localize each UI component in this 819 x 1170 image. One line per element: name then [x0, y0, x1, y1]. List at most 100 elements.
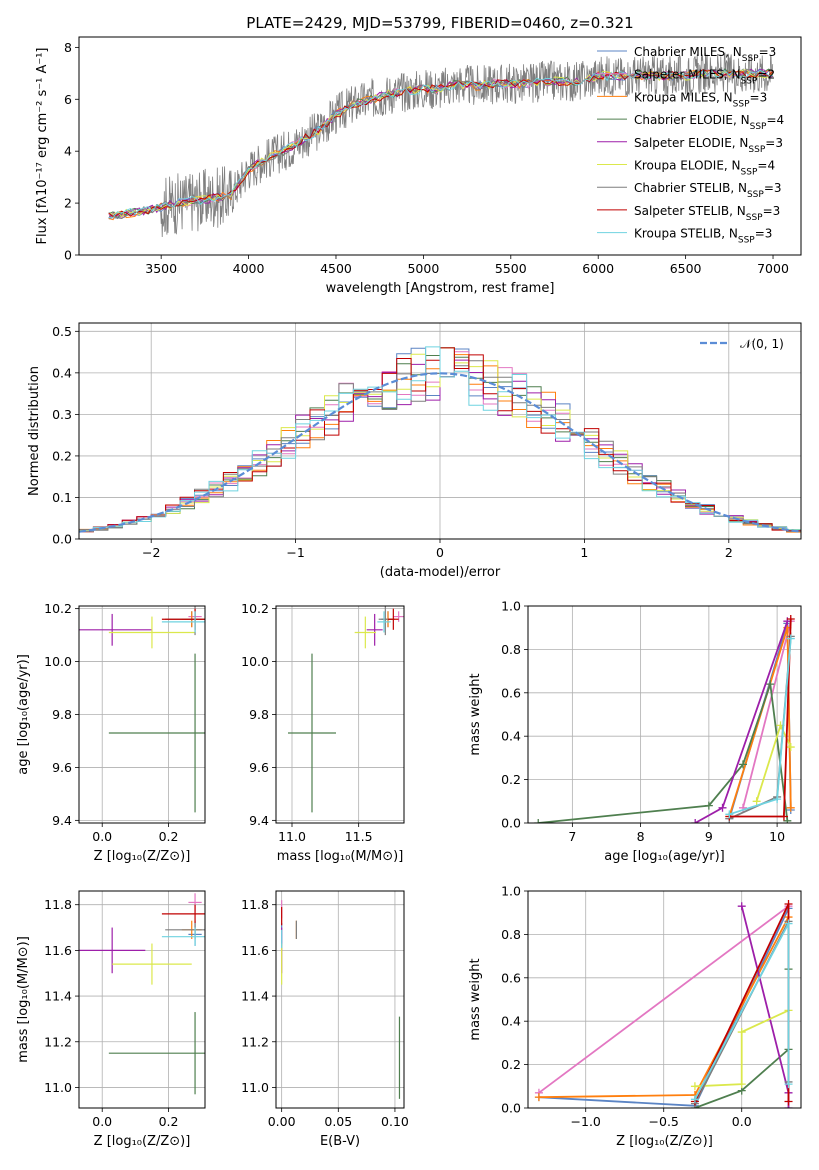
- errorbar-kroupa-elodie: [112, 943, 192, 985]
- x-tick-label: 0.2: [159, 1114, 179, 1129]
- axes: 0.0 0.2 9.4 9.6 9.8 10.0 10.2 Z [log₁₀(Z/Z⊙)] ag…: [16, 601, 206, 864]
- legend-label: Kroupa MILES, NSSP=3: [634, 90, 767, 109]
- axes-frame: [527, 890, 802, 1109]
- y-tick-label: 9.6: [249, 760, 269, 775]
- plot-area: [79, 891, 205, 1108]
- axes-frame: [78, 322, 802, 540]
- weight-series-salpeter-miles: [738, 617, 795, 812]
- panel-age-vs-mass: 11.0 11.5 9.4 9.6 9.8 10.0 10.2 mass [log₁₀(M/M…: [241, 601, 405, 864]
- x-tick-label: 0.05: [324, 1114, 352, 1129]
- axes-frame: [527, 605, 802, 824]
- legend-label: Salpeter ELODIE, NSSP=3: [634, 136, 783, 155]
- y-tick-label: 10.2: [44, 601, 72, 616]
- x-tick-label: 11.5: [345, 829, 373, 844]
- weight-marker: [784, 919, 793, 928]
- legend-label: 𝒩(0, 1): [740, 337, 784, 351]
- y-tick-label: 9.4: [52, 813, 72, 828]
- y-tick-label: 0.4: [501, 729, 521, 744]
- y-tick-label: 11.4: [44, 989, 72, 1004]
- axes-frame: [275, 890, 405, 1109]
- weight-marker: [725, 810, 734, 819]
- legend: 𝒩(0, 1): [700, 337, 784, 351]
- y-tick-label: 11.2: [241, 1034, 269, 1049]
- model-line-kroupa-stelib: [108, 69, 774, 219]
- y-tick-label: 2: [64, 196, 72, 211]
- y-tick-label: 11.0: [241, 1080, 269, 1095]
- legend-label: Kroupa STELIB, NSSP=3: [634, 227, 772, 246]
- x-tick-label: 5500: [495, 261, 527, 276]
- panel-mass-vs-EBV: 0.00 0.05 0.10 11.0 11.2 11.4 11.6 11.8 E(B-V): [241, 890, 409, 1149]
- y-tick-label: 11.6: [44, 943, 72, 958]
- y-axis-label: mass weight: [468, 958, 483, 1040]
- chart-title: PLATE=2429, MJD=53799, FIBERID=0460, z=0…: [246, 14, 633, 32]
- x-axis-label: (data-model)/error: [380, 565, 501, 580]
- x-tick-label: 1: [580, 545, 588, 560]
- y-tick-label: 10.2: [241, 601, 269, 616]
- weight-marker: [737, 902, 746, 911]
- panel-spectrum: 3500 4000 4500 5000 5500 6000 6500 7000 0 2 4 6 8 wav…: [35, 14, 802, 296]
- panel-age-vs-Z: 0.0 0.2 9.4 9.6 9.8 10.0 10.2 Z [log₁₀(Z/Z⊙)] ag…: [16, 601, 206, 864]
- axes-frame: [78, 890, 206, 1109]
- y-axis-label: Flux [fλ10⁻¹⁷ erg cm⁻² s⁻¹ A⁻¹]: [35, 48, 50, 245]
- weight-line: [538, 683, 789, 823]
- x-tick-label: −1.0: [571, 1114, 601, 1129]
- axes: −2 −1 0 1 2 0.0 0.1 0.2 0.3 0.4 0.5 (data-model)/er…: [27, 322, 802, 580]
- panel-residuals: −2 −1 0 1 2 0.0 0.1 0.2 0.3 0.4 0.5 (data-model)/er…: [27, 322, 802, 580]
- axes: 7 8 9 10 0.0 0.2 0.4 0.6 0.8 1.0 age [log₁₀(age/yr…: [468, 599, 802, 864]
- errorbar-salpeter-elodie: [366, 613, 383, 646]
- y-tick-label: 1.0: [501, 884, 521, 899]
- y-tick-label: 0.8: [501, 642, 521, 657]
- weight-line: [742, 620, 792, 809]
- y-tick-label: 0: [64, 248, 72, 263]
- axes: 0.0 0.2 11.0 11.2 11.4 11.6 11.8 Z [log₁₀(Z/Z⊙)…: [16, 890, 206, 1149]
- x-tick-label: 0.0: [92, 829, 112, 844]
- weight-marker: [786, 803, 795, 812]
- grid: [276, 606, 404, 823]
- y-tick-label: 11.8: [241, 897, 269, 912]
- errorbar-kroupa-elodie: [108, 616, 196, 649]
- weight-marker: [737, 1080, 746, 1089]
- weight-marker: [784, 900, 793, 909]
- y-tick-label: 10.0: [44, 654, 72, 669]
- x-tick-label: 0: [436, 545, 444, 560]
- y-tick-label: 0.3: [52, 407, 72, 422]
- panel-mass-vs-Z: 0.0 0.2 11.0 11.2 11.4 11.6 11.8 Z [log₁₀(Z/Z⊙)…: [16, 890, 206, 1149]
- y-tick-label: 0.6: [501, 970, 521, 985]
- weight-marker: [779, 812, 788, 821]
- y-tick-label: 9.8: [52, 707, 72, 722]
- weight-marker: [704, 801, 713, 810]
- errorbar-chabrier-elodie: [288, 653, 336, 813]
- x-tick-label: 2: [725, 545, 733, 560]
- x-tick-label: 11.0: [278, 829, 306, 844]
- plot-area: [528, 606, 801, 823]
- weight-marker: [534, 1093, 543, 1102]
- weight-marker: [773, 795, 782, 804]
- errorbar-salpeter-elodie: [79, 613, 152, 646]
- errorbar-kroupa-stelib: [161, 611, 205, 633]
- y-tick-label: 0.1: [52, 490, 72, 505]
- plot-area: [108, 52, 774, 238]
- errorbar-salpeter-stelib: [161, 904, 205, 923]
- errorbar-kroupa-stelib: [377, 611, 391, 633]
- weight-marker: [738, 760, 747, 769]
- legend-label: Salpeter STELIB, NSSP=3: [634, 204, 780, 223]
- errorbar-kroupa-elodie: [354, 616, 376, 649]
- weight-marker: [786, 615, 795, 624]
- y-tick-label: 0.4: [501, 1014, 521, 1029]
- x-tick-label: 7000: [757, 261, 789, 276]
- y-tick-label: 11.4: [241, 989, 269, 1004]
- weight-marker: [690, 1082, 699, 1091]
- axes-frame: [275, 605, 405, 824]
- weight-marker: [737, 1028, 746, 1037]
- weight-marker: [690, 1095, 699, 1104]
- x-tick-label: 4000: [233, 261, 265, 276]
- plot-area: [276, 606, 404, 823]
- weight-series-chabrier-elodie: [534, 680, 792, 823]
- y-tick-label: 0.5: [52, 324, 72, 339]
- errorbar-chabrier-elodie: [108, 653, 205, 813]
- y-tick-label: 8: [64, 40, 72, 55]
- errorbar-salpeter-elodie: [79, 927, 146, 974]
- y-tick-label: 11.2: [44, 1034, 72, 1049]
- x-tick-label: 6500: [670, 261, 702, 276]
- y-tick-label: 4: [64, 144, 72, 159]
